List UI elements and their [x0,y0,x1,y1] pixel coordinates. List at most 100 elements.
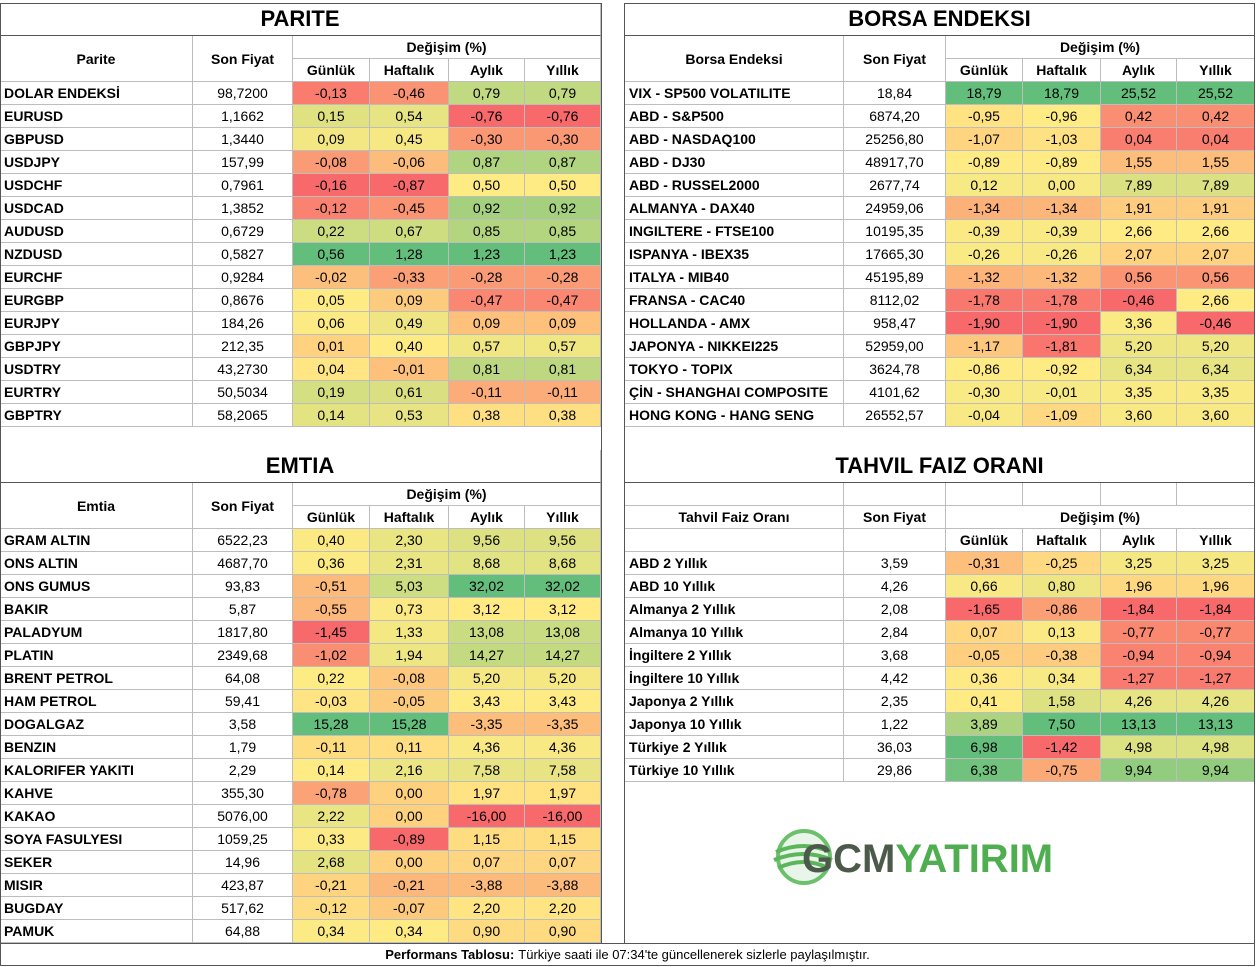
change-cell: -3,35 [525,713,601,736]
change-cell: -0,89 [370,828,449,851]
change-cell: 1,97 [525,782,601,805]
change-cell: 0,38 [449,404,525,427]
row-name: ONS ALTIN [0,552,193,575]
change-cell: -1,84 [1177,598,1255,621]
change-cell: -0,01 [370,358,449,381]
change-cell: -0,76 [525,105,601,128]
change-cell: 1,55 [1177,151,1255,174]
row-name: PALADYUM [0,621,193,644]
change-cell: 3,36 [1101,312,1177,335]
row-name: ABD 10 Yıllık [625,575,844,598]
change-cell: -0,26 [946,243,1023,266]
change-cell: 0,50 [525,174,601,197]
last-price: 26552,57 [844,404,946,427]
last-price: 6874,20 [844,105,946,128]
row-name: Türkiye 2 Yıllık [625,736,844,759]
last-price: 4687,70 [193,552,293,575]
change-cell: 0,14 [293,759,370,782]
sub-header: Günlük [293,506,370,529]
change-cell: -0,94 [1177,644,1255,667]
change-cell: 0,07 [946,621,1023,644]
row-name: USDCAD [0,197,193,220]
logo-part2: YATIRIM [895,837,1053,881]
row-name: HOLLANDA - AMX [625,312,844,335]
change-cell: 0,36 [293,552,370,575]
change-cell: 0,42 [1101,105,1177,128]
last-price: 4101,62 [844,381,946,404]
logo-icon [773,829,833,885]
change-cell: 1,23 [525,243,601,266]
change-cell: 3,60 [1177,404,1255,427]
change-cell: -1,07 [946,128,1023,151]
change-cell: 0,12 [946,174,1023,197]
last-price: 423,87 [193,874,293,897]
empty-cell [1101,483,1177,506]
change-cell: -1,03 [1023,128,1101,151]
row-name: VIX - SP500 VOLATILITE [625,82,844,105]
change-cell: -0,47 [525,289,601,312]
change-cell: 0,67 [370,220,449,243]
row-name: NZDUSD [0,243,193,266]
sub-header: Haftalık [370,59,449,82]
change-cell: -0,08 [370,667,449,690]
change-cell: 0,00 [370,851,449,874]
last-price: 157,99 [193,151,293,174]
row-name: USDTRY [0,358,193,381]
change-cell: 0,00 [370,782,449,805]
change-cell: 0,87 [525,151,601,174]
last-price: 52959,00 [844,335,946,358]
change-cell: 0,42 [1177,105,1255,128]
change-cell: -0,77 [1101,621,1177,644]
sub-header: Günlük [946,59,1023,82]
column-header: Son Fiyat [844,36,946,82]
change-cell: 0,85 [449,220,525,243]
last-price: 14,96 [193,851,293,874]
row-name: GBPTRY [0,404,193,427]
change-cell: -0,12 [293,197,370,220]
row-name: PLATIN [0,644,193,667]
change-cell: 3,25 [1177,552,1255,575]
last-price: 5076,00 [193,805,293,828]
change-cell: 2,68 [293,851,370,874]
change-cell: 0,04 [1101,128,1177,151]
change-cell: 2,07 [1101,243,1177,266]
change-cell: -0,16 [293,174,370,197]
change-cell: 0,45 [370,128,449,151]
change-cell: -0,55 [293,598,370,621]
change-cell: 0,34 [293,920,370,943]
change-cell: -0,21 [293,874,370,897]
column-header: Parite [0,36,193,82]
change-cell: 5,20 [449,667,525,690]
change-cell: 0,66 [946,575,1023,598]
change-cell: 18,79 [946,82,1023,105]
change-cell: -1,90 [946,312,1023,335]
change-cell: 2,07 [1177,243,1255,266]
last-price: 2349,68 [193,644,293,667]
row-name: ABD - NASDAQ100 [625,128,844,151]
change-cell: -0,46 [1177,312,1255,335]
change-cell: -0,94 [1101,644,1177,667]
change-cell: 8,68 [449,552,525,575]
change-cell: 0,56 [1101,266,1177,289]
change-cell: -0,28 [525,266,601,289]
last-price: 18,84 [844,82,946,105]
change-cell: -0,03 [293,690,370,713]
row-name: SOYA FASULYESI [0,828,193,851]
last-price: 1817,80 [193,621,293,644]
change-cell: 0,53 [370,404,449,427]
change-cell: 1,91 [1101,197,1177,220]
change-cell: -0,05 [946,644,1023,667]
change-cell: -0,86 [1023,598,1101,621]
change-cell: -0,92 [1023,358,1101,381]
change-cell: -1,27 [1101,667,1177,690]
change-cell: 3,25 [1101,552,1177,575]
change-cell: 0,73 [370,598,449,621]
last-price: 29,86 [844,759,946,782]
row-name: ONS GUMUS [0,575,193,598]
last-price: 10195,35 [844,220,946,243]
change-cell: 25,52 [1177,82,1255,105]
change-cell: 0,00 [370,805,449,828]
row-name: Almanya 10 Yıllık [625,621,844,644]
sub-header: Yıllık [525,59,601,82]
row-name: PAMUK [0,920,193,943]
